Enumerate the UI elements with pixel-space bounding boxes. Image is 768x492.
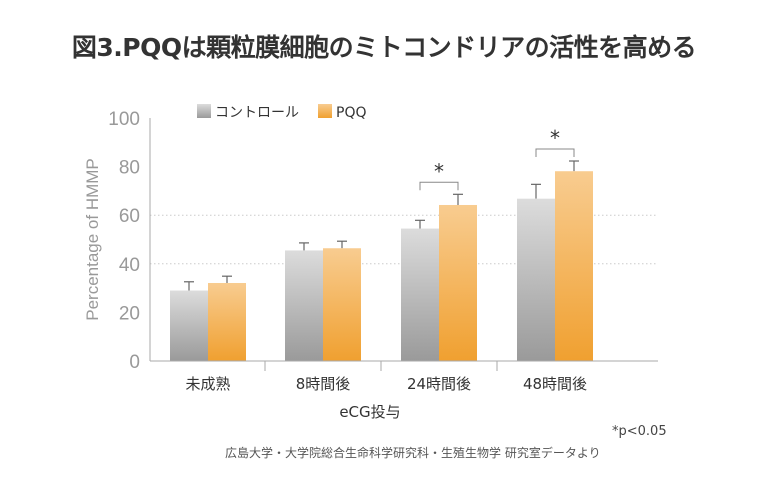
bar-pqq bbox=[555, 171, 593, 361]
bar-pqq bbox=[208, 282, 246, 361]
legend-swatch bbox=[197, 104, 211, 118]
significance-mark: * bbox=[434, 159, 444, 183]
y-tick-label: 0 bbox=[129, 352, 140, 373]
bar-pqq bbox=[439, 204, 477, 361]
x-tick-label: 24時間後 bbox=[407, 375, 471, 393]
significance-mark: * bbox=[550, 126, 560, 150]
legend-swatch bbox=[318, 104, 332, 118]
y-tick-label: 80 bbox=[119, 158, 140, 179]
bar-control bbox=[285, 250, 323, 361]
source-note: 広島大学・大学院総合生命科学研究科・生殖生物学 研究室データより bbox=[225, 446, 601, 460]
bar-control bbox=[401, 228, 439, 361]
significance-note: *p<0.05 bbox=[612, 424, 667, 439]
chart-title: 図3.PQQは顆粒膜細胞のミトコンドリアの活性を高める bbox=[71, 33, 697, 62]
x-tick-label: 8時間後 bbox=[296, 375, 351, 393]
y-tick-label: 100 bbox=[108, 109, 140, 130]
y-tick-label: 40 bbox=[119, 255, 140, 276]
y-axis-label: Percentage of HMMP bbox=[83, 158, 102, 321]
significance-bracket bbox=[419, 181, 459, 191]
y-tick-label: 20 bbox=[119, 303, 140, 324]
y-tick-label: 60 bbox=[119, 206, 140, 227]
bar-pqq bbox=[323, 248, 361, 361]
legend-label: PQQ bbox=[336, 105, 366, 121]
x-axis-label: eCG投与 bbox=[339, 403, 400, 421]
x-tick-label: 未成熟 bbox=[185, 375, 230, 393]
bar-control bbox=[170, 290, 208, 361]
legend-label: コントロール bbox=[215, 105, 299, 121]
bar-control bbox=[517, 198, 555, 361]
significance-bracket bbox=[535, 148, 575, 158]
x-tick-label: 48時間後 bbox=[523, 375, 587, 393]
